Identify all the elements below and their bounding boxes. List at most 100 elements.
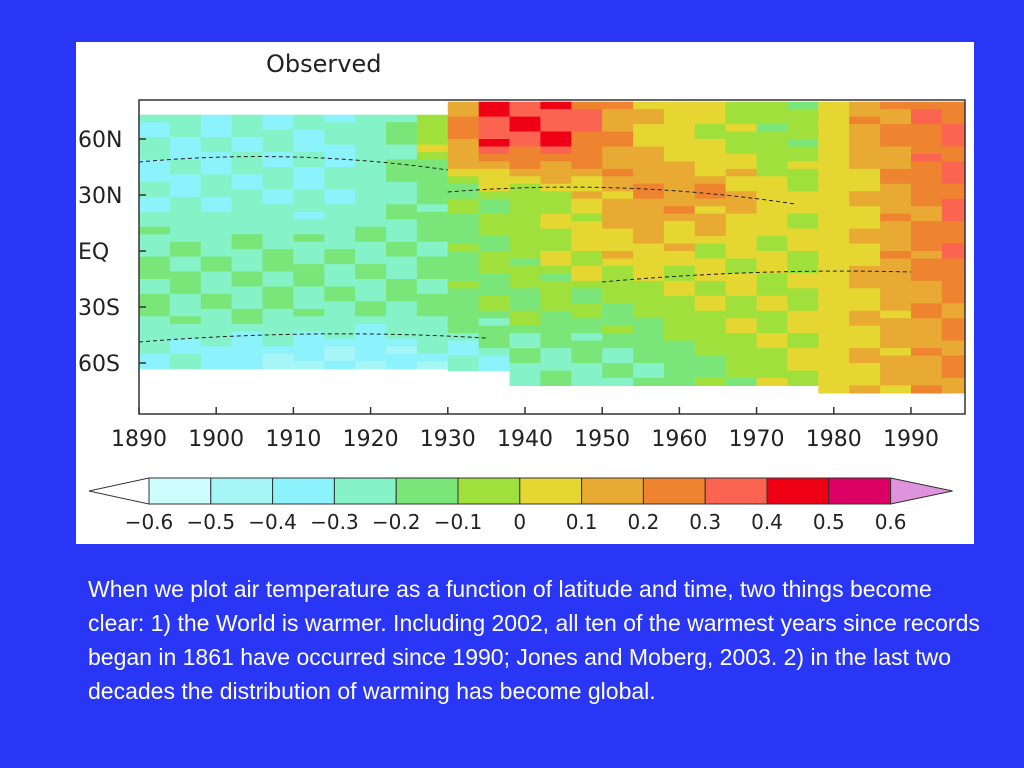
heatmap-cell xyxy=(911,303,943,312)
heatmap-cell xyxy=(139,249,171,258)
heatmap-cell xyxy=(478,243,511,252)
heatmap-cell xyxy=(540,348,572,357)
heatmap-cell xyxy=(324,338,356,347)
heatmap-cell xyxy=(447,221,480,230)
heatmap-cell xyxy=(633,363,665,372)
colorbar-label: 0.3 xyxy=(689,510,721,534)
heatmap-cell xyxy=(602,325,634,334)
heatmap-cell xyxy=(849,116,881,125)
heatmap-cell xyxy=(818,280,850,289)
heatmap-cell xyxy=(324,293,356,302)
heatmap-cell xyxy=(293,226,325,235)
heatmap-cell xyxy=(478,251,511,260)
heatmap-cell xyxy=(416,264,449,273)
heatmap-cell xyxy=(447,183,480,192)
heatmap-cell xyxy=(139,122,171,131)
heatmap-cell xyxy=(386,196,418,205)
heatmap-cell xyxy=(200,219,233,228)
heatmap-cell xyxy=(849,265,881,274)
heatmap-cell xyxy=(540,221,572,230)
heatmap-cell xyxy=(571,236,603,245)
heatmap-cell xyxy=(725,191,758,200)
heatmap-cell xyxy=(602,333,634,342)
heatmap-cell xyxy=(941,183,965,192)
heatmap-cell xyxy=(231,338,264,347)
heatmap-cell xyxy=(540,168,572,177)
heatmap-cell xyxy=(355,122,387,131)
heatmap-cell xyxy=(725,124,758,133)
heatmap-cell xyxy=(602,370,634,379)
heatmap-cell xyxy=(756,303,789,312)
heatmap-cell xyxy=(911,161,943,170)
heatmap-cell xyxy=(725,333,758,342)
heatmap-cell xyxy=(169,204,202,213)
heatmap-cell xyxy=(818,265,850,274)
heatmap-cell xyxy=(416,152,449,161)
heatmap-cell xyxy=(941,288,965,297)
heatmap-cell xyxy=(663,340,696,349)
heatmap-cell xyxy=(540,153,572,162)
heatmap-cell xyxy=(756,206,789,215)
heatmap-cell xyxy=(911,176,943,185)
y-tick-label: 30S xyxy=(78,296,120,321)
heatmap-cell xyxy=(262,286,294,295)
heatmap-cell xyxy=(787,377,819,386)
heatmap-cell xyxy=(262,219,294,228)
heatmap-cell xyxy=(169,293,202,302)
heatmap-cell xyxy=(478,176,511,185)
heatmap-cell xyxy=(602,243,634,252)
heatmap-cell xyxy=(663,251,696,260)
heatmap-cell xyxy=(663,370,696,379)
heatmap-cell xyxy=(911,377,943,386)
heatmap-cell xyxy=(509,168,541,177)
colorbar-label: 0 xyxy=(513,510,526,534)
heatmap-cell xyxy=(602,303,634,312)
heatmap-cell xyxy=(293,346,325,355)
heatmap-cell xyxy=(416,293,449,302)
heatmap-cell xyxy=(787,139,819,148)
heatmap-cell xyxy=(725,168,758,177)
heatmap-cell xyxy=(663,333,696,342)
heatmap-cell xyxy=(849,251,881,260)
heatmap-cell xyxy=(725,310,758,319)
heatmap-cell xyxy=(509,161,541,170)
heatmap-cell xyxy=(262,293,294,302)
heatmap-cell xyxy=(324,181,356,190)
heatmap-cell xyxy=(941,265,965,274)
heatmap-cell xyxy=(602,131,634,140)
heatmap-cell xyxy=(200,122,233,131)
heatmap-cell xyxy=(941,228,965,237)
heatmap-cell xyxy=(725,325,758,334)
heatmap-cell xyxy=(139,114,171,123)
heatmap-cell xyxy=(200,323,233,332)
heatmap-cell xyxy=(324,346,356,355)
heatmap-cell xyxy=(293,241,325,250)
heatmap-cell xyxy=(880,221,912,230)
heatmap-cell xyxy=(849,340,881,349)
heatmap-cell xyxy=(849,101,881,110)
colorbar-swatch xyxy=(395,477,459,505)
heatmap-cell xyxy=(200,361,233,370)
heatmap-cell xyxy=(663,280,696,289)
heatmap-cell xyxy=(200,204,233,213)
heatmap-cell xyxy=(633,236,665,245)
heatmap-cell xyxy=(200,279,233,288)
heatmap-cell xyxy=(509,355,541,364)
heatmap-cell xyxy=(911,109,943,118)
heatmap-cell xyxy=(200,308,233,317)
heatmap-cell xyxy=(509,153,541,162)
heatmap-cell xyxy=(262,204,294,213)
heatmap-cell xyxy=(540,355,572,364)
heatmap-cell xyxy=(663,146,696,155)
heatmap-cell xyxy=(602,221,634,230)
heatmap-cell xyxy=(663,258,696,267)
heatmap-cell xyxy=(663,183,696,192)
heatmap-cell xyxy=(540,377,572,386)
heatmap-cell xyxy=(725,295,758,304)
heatmap-cell xyxy=(416,271,449,280)
heatmap-cell xyxy=(849,273,881,282)
heatmap-cell xyxy=(756,213,789,222)
heatmap-cell xyxy=(787,236,819,245)
heatmap-cell xyxy=(262,144,294,153)
heatmap-cell xyxy=(169,144,202,153)
